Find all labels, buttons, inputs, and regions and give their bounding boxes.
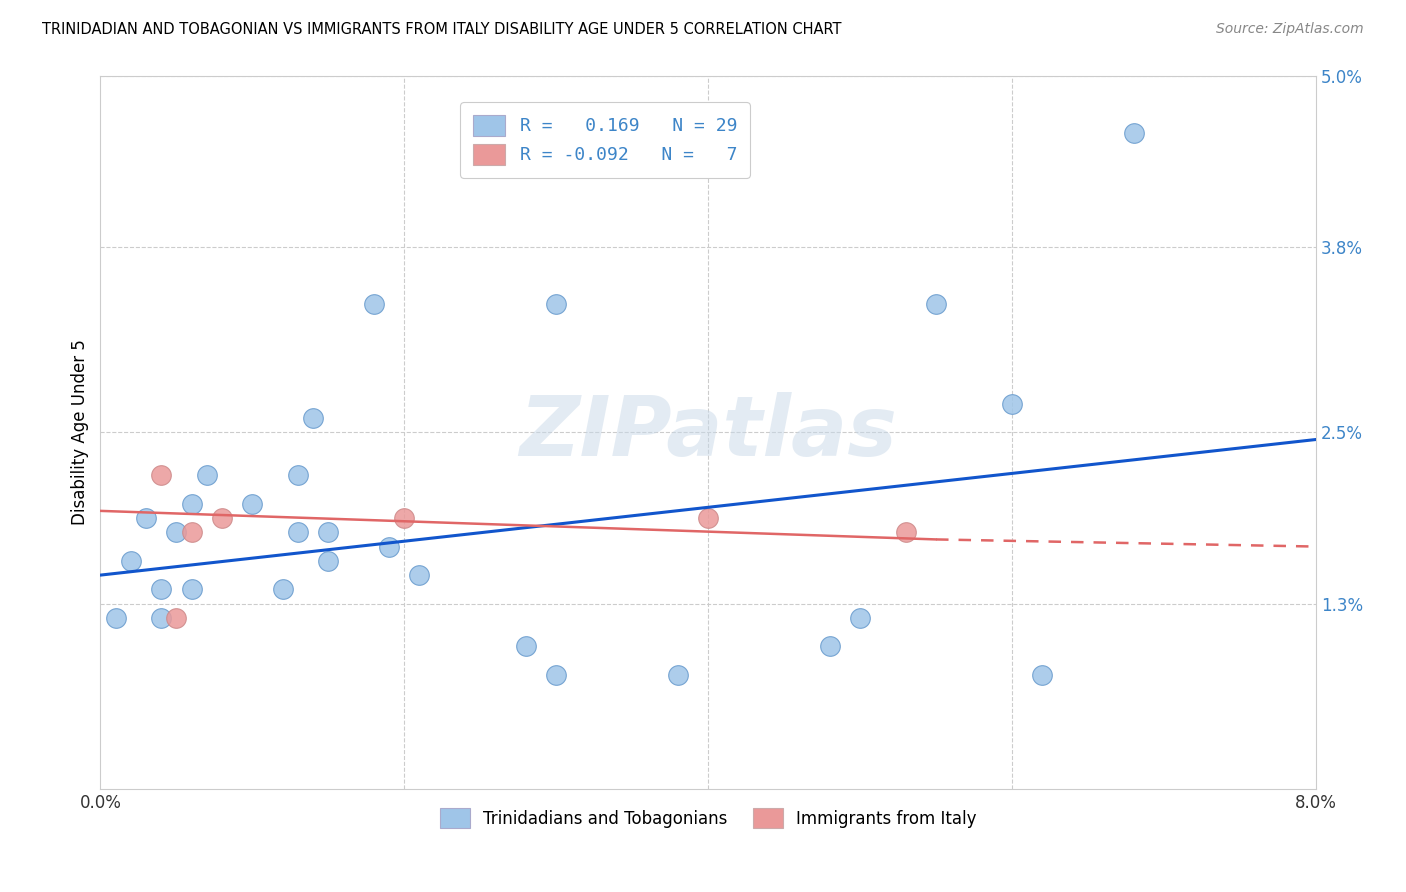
Point [1122, 126, 1144, 140]
Point [394, 511, 416, 525]
Legend: Trinidadians and Tobagonians, Immigrants from Italy: Trinidadians and Tobagonians, Immigrants… [433, 802, 983, 834]
Point [165, 525, 187, 540]
Point [515, 640, 537, 654]
Point [271, 582, 294, 597]
Point [546, 297, 568, 311]
Point [180, 497, 202, 511]
Point [316, 554, 339, 568]
Point [287, 468, 309, 483]
Text: TRINIDADIAN AND TOBAGONIAN VS IMMIGRANTS FROM ITALY DISABILITY AGE UNDER 5 CORRE: TRINIDADIAN AND TOBAGONIAN VS IMMIGRANTS… [42, 22, 842, 37]
Point [849, 611, 872, 625]
Text: ZIPatlas: ZIPatlas [519, 392, 897, 473]
Point [894, 525, 917, 540]
Point [165, 611, 187, 625]
Point [666, 668, 689, 682]
Point [363, 297, 385, 311]
Text: Source: ZipAtlas.com: Source: ZipAtlas.com [1216, 22, 1364, 37]
Point [302, 411, 325, 425]
Point [925, 297, 948, 311]
Point [240, 497, 263, 511]
Point [150, 582, 173, 597]
Point [180, 525, 202, 540]
Y-axis label: Disability Age Under 5: Disability Age Under 5 [72, 340, 89, 525]
Point [697, 511, 720, 525]
Point [195, 468, 218, 483]
Point [150, 468, 173, 483]
Point [211, 511, 233, 525]
Point [287, 525, 309, 540]
Point [104, 611, 127, 625]
Point [546, 668, 568, 682]
Point [316, 525, 339, 540]
Point [1001, 397, 1024, 411]
Point [180, 582, 202, 597]
Point [818, 640, 841, 654]
Point [150, 611, 173, 625]
Point [1031, 668, 1053, 682]
Point [378, 540, 401, 554]
Point [135, 511, 157, 525]
Point [408, 568, 430, 582]
Point [120, 554, 142, 568]
